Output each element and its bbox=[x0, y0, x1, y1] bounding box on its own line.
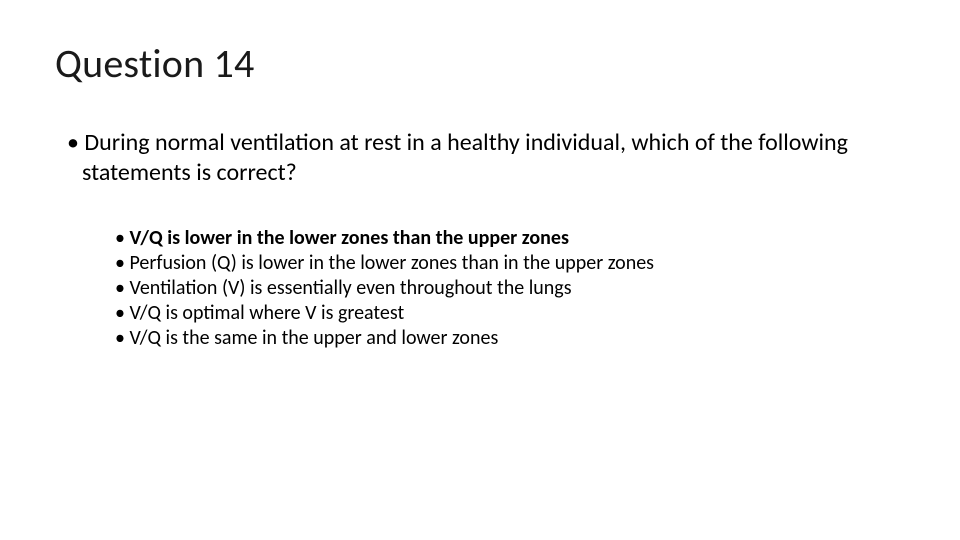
options-list: V/Q is lower in the lower zones than the… bbox=[115, 226, 905, 351]
option-item: V/Q is lower in the lower zones than the… bbox=[115, 226, 905, 251]
bullet-icon bbox=[115, 276, 129, 300]
option-item: Perfusion (Q) is lower in the lower zone… bbox=[115, 251, 905, 276]
option-text: V/Q is lower in the lower zones than the… bbox=[129, 226, 568, 250]
question-content: During normal ventilation at rest in a h… bbox=[82, 128, 848, 187]
option-text: Perfusion (Q) is lower in the lower zone… bbox=[129, 251, 654, 275]
option-text: V/Q is the same in the upper and lower z… bbox=[129, 326, 498, 350]
bullet-icon bbox=[115, 226, 129, 250]
option-item: Ventilation (V) is essentially even thro… bbox=[115, 276, 905, 301]
option-text: V/Q is optimal where V is greatest bbox=[129, 301, 404, 325]
bullet-icon bbox=[115, 326, 129, 350]
slide: Question 14 During normal ventilation at… bbox=[0, 0, 960, 540]
bullet-icon bbox=[115, 251, 129, 275]
slide-title: Question 14 bbox=[55, 40, 905, 88]
option-item: V/Q is the same in the upper and lower z… bbox=[115, 326, 905, 351]
bullet-icon bbox=[115, 301, 129, 325]
option-item: V/Q is optimal where V is greatest bbox=[115, 301, 905, 326]
question-text: During normal ventilation at rest in a h… bbox=[67, 128, 905, 188]
bullet-icon bbox=[67, 128, 84, 157]
option-text: Ventilation (V) is essentially even thro… bbox=[129, 276, 571, 300]
